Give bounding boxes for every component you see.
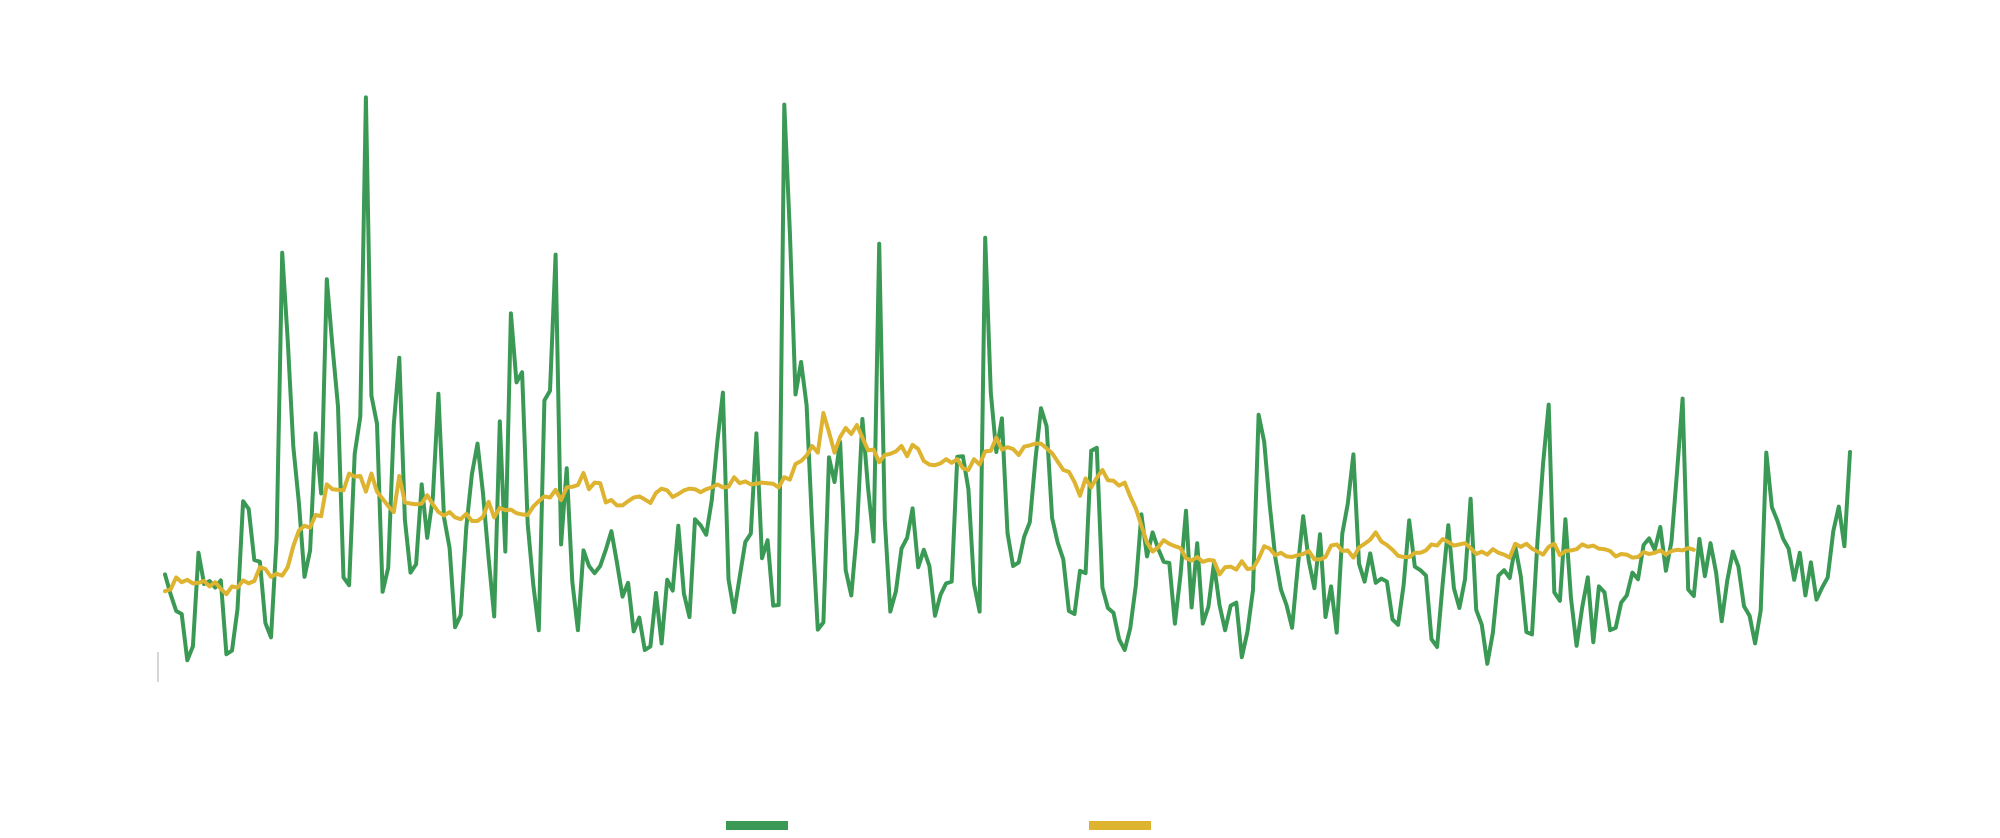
series-layer [163,95,1852,666]
legend-swatch-1 [726,821,788,830]
legend [726,821,1151,830]
plot-area [157,95,1852,682]
series-line-1 [163,95,1852,666]
legend-swatch-2 [1089,821,1151,830]
series-line-2 [163,411,1696,597]
